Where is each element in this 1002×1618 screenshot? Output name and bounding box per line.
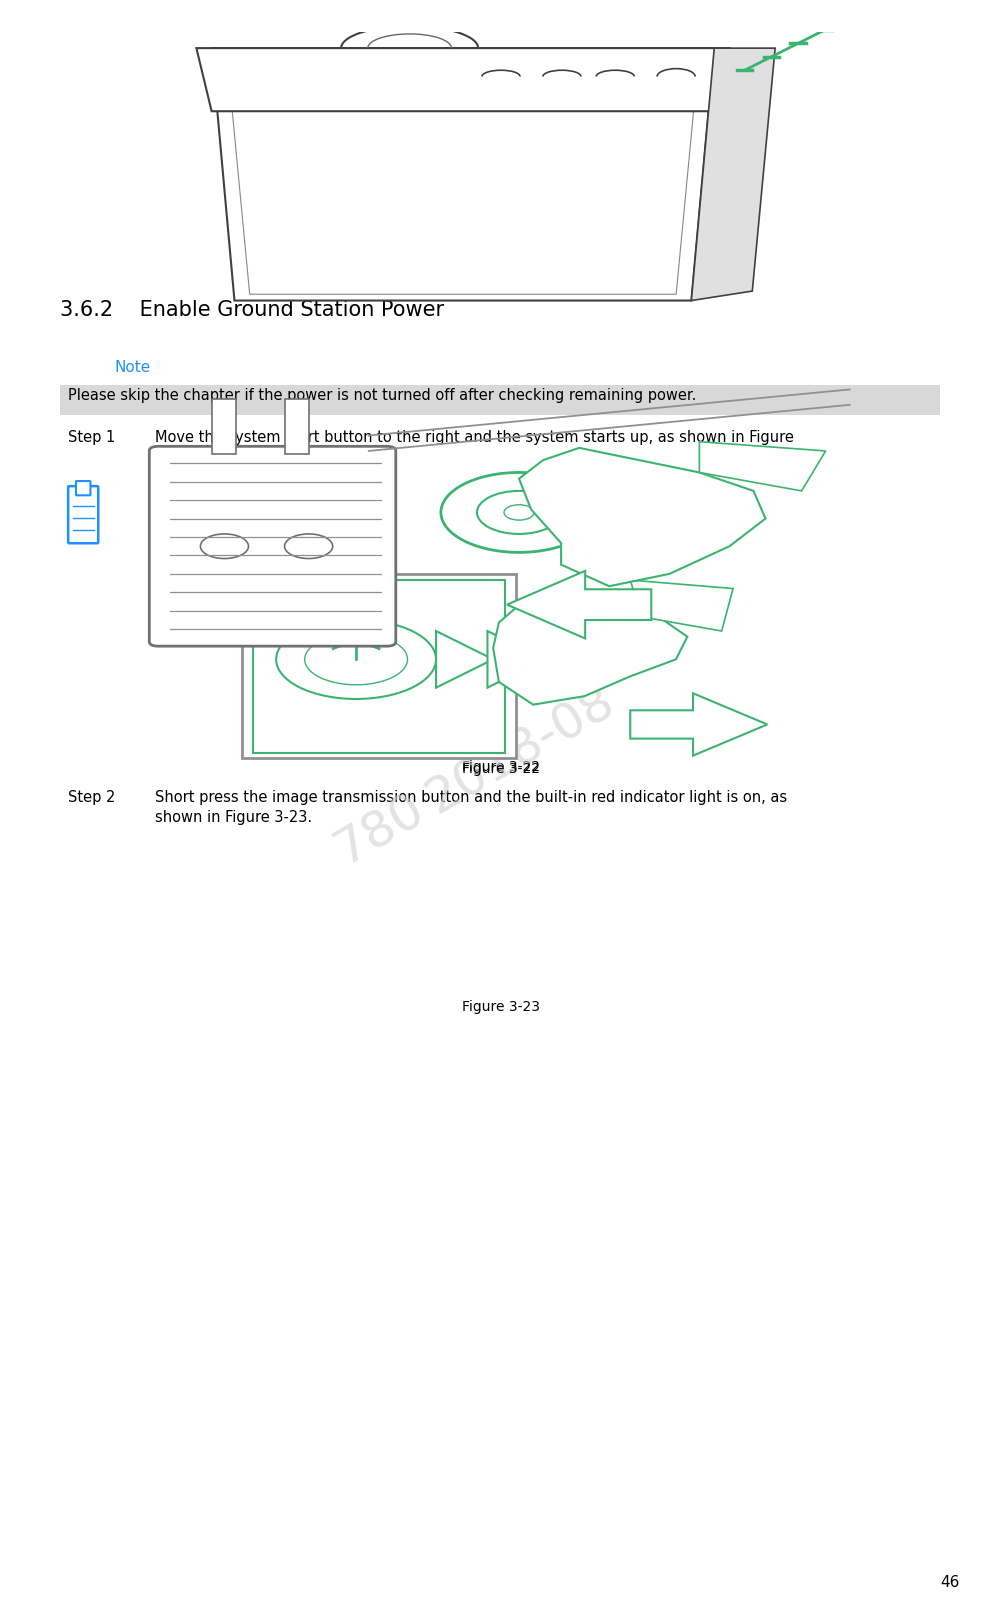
Circle shape — [200, 534, 248, 558]
Polygon shape — [630, 693, 768, 756]
Circle shape — [441, 472, 597, 552]
Text: 780: 780 — [327, 785, 433, 875]
Text: 780: 780 — [295, 523, 385, 599]
Polygon shape — [196, 49, 729, 112]
Text: Step 1: Step 1 — [68, 430, 115, 445]
FancyBboxPatch shape — [76, 481, 90, 495]
Circle shape — [277, 620, 436, 699]
Text: Step 2: Step 2 — [68, 790, 115, 806]
Polygon shape — [507, 571, 651, 639]
Text: Figure 3-21: Figure 3-21 — [462, 257, 540, 272]
Text: Please skip the chapter if the power is not turned off after checking remaining : Please skip the chapter if the power is … — [68, 388, 696, 403]
Bar — [212, 398, 236, 455]
Text: Figure 3-23: Figure 3-23 — [462, 1000, 540, 1014]
Text: Note: Note — [115, 359, 151, 375]
Polygon shape — [691, 49, 776, 301]
Text: Figure 3-22: Figure 3-22 — [462, 762, 540, 777]
Circle shape — [305, 634, 408, 684]
Text: 2018-08: 2018-08 — [418, 676, 622, 824]
Text: 3-22.: 3-22. — [155, 450, 193, 464]
Bar — [285, 398, 309, 455]
Circle shape — [477, 490, 561, 534]
Circle shape — [285, 534, 333, 558]
FancyBboxPatch shape — [60, 385, 940, 414]
Polygon shape — [487, 631, 544, 688]
Text: shown in Figure 3-23.: shown in Figure 3-23. — [155, 811, 313, 825]
Polygon shape — [519, 448, 766, 586]
Text: Figure 3-22: Figure 3-22 — [462, 760, 540, 773]
Polygon shape — [493, 594, 687, 705]
Text: 3.6.2    Enable Ground Station Power: 3.6.2 Enable Ground Station Power — [60, 299, 444, 320]
Polygon shape — [436, 631, 493, 688]
FancyBboxPatch shape — [254, 579, 505, 752]
Polygon shape — [630, 579, 733, 631]
FancyBboxPatch shape — [68, 485, 98, 544]
Text: 46: 46 — [941, 1574, 960, 1590]
FancyBboxPatch shape — [149, 447, 396, 646]
Circle shape — [504, 505, 534, 519]
FancyBboxPatch shape — [241, 574, 516, 759]
Text: Move the system start button to the right and the system starts up, as shown in : Move the system start button to the righ… — [155, 430, 794, 445]
Text: Short press the image transmission button and the built-in red indicator light i: Short press the image transmission butto… — [155, 790, 788, 806]
Polygon shape — [226, 55, 699, 294]
Polygon shape — [211, 49, 714, 301]
Polygon shape — [699, 442, 826, 490]
